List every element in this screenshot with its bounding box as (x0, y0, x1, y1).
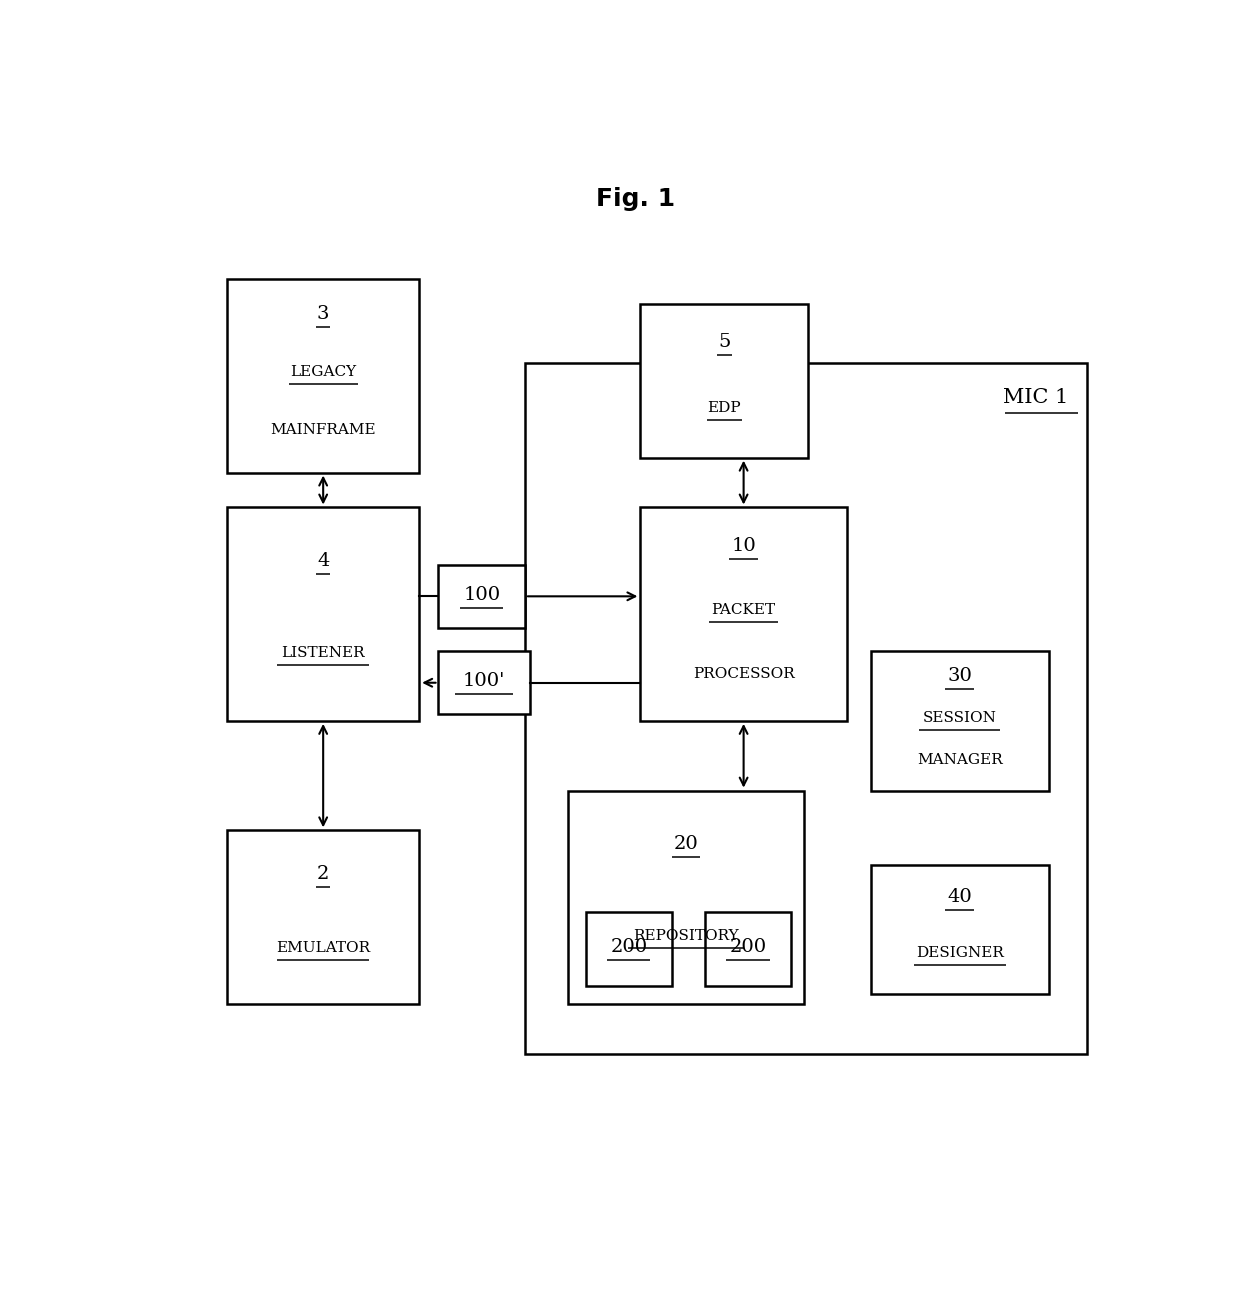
Bar (640, 507, 847, 721)
Bar (870, 651, 1049, 791)
Text: 200: 200 (610, 938, 647, 956)
Text: MAINFRAME: MAINFRAME (270, 423, 376, 437)
Text: PROCESSOR: PROCESSOR (693, 667, 795, 681)
Text: 10: 10 (732, 537, 756, 555)
Text: PACKET: PACKET (712, 602, 776, 617)
Text: DESIGNER: DESIGNER (916, 946, 1003, 960)
Text: MIC 1: MIC 1 (1003, 388, 1068, 408)
Bar (568, 791, 804, 1004)
Text: 3: 3 (317, 304, 330, 322)
Text: LEGACY: LEGACY (290, 365, 356, 379)
Text: 40: 40 (947, 889, 972, 907)
Text: 20: 20 (673, 835, 698, 853)
Bar (640, 304, 808, 458)
Bar (870, 866, 1049, 995)
Text: 200: 200 (729, 938, 766, 956)
Text: REPOSITORY: REPOSITORY (634, 929, 739, 943)
Text: SESSION: SESSION (923, 711, 997, 725)
Text: EMULATOR: EMULATOR (277, 942, 371, 956)
Bar (227, 507, 419, 721)
Bar (585, 912, 672, 986)
Text: EDP: EDP (708, 401, 742, 415)
Text: Fig. 1: Fig. 1 (596, 187, 675, 212)
Text: MANAGER: MANAGER (916, 753, 1003, 768)
Text: 2: 2 (317, 864, 330, 882)
Text: 4: 4 (317, 552, 330, 570)
Text: 30: 30 (947, 667, 972, 685)
Bar (525, 364, 1087, 1054)
Text: LISTENER: LISTENER (281, 645, 365, 659)
Text: 100: 100 (464, 586, 500, 604)
Text: 5: 5 (718, 333, 730, 351)
Bar (439, 565, 525, 628)
Bar (227, 831, 419, 1004)
Text: 100': 100' (463, 672, 506, 690)
Bar (704, 912, 791, 986)
Bar (227, 279, 419, 472)
Bar (439, 651, 529, 715)
